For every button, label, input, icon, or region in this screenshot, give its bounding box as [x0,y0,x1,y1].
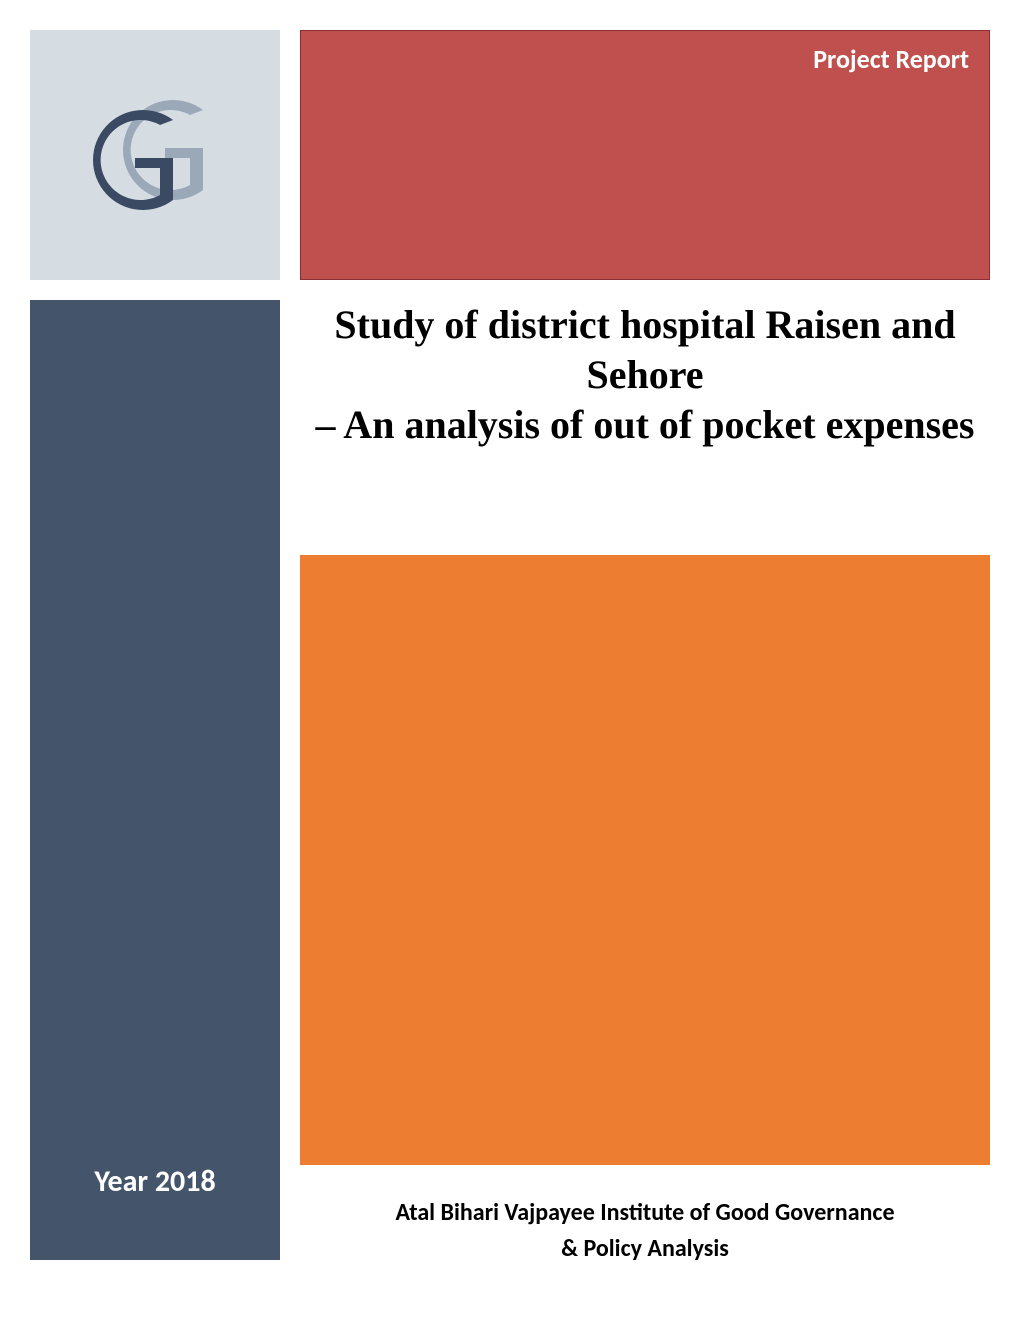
title-line-1: Study of district hospital Raisen and Se… [310,300,980,400]
header-box: Project Report [300,30,990,280]
logo-box [30,30,280,280]
gg-logo-icon [75,100,235,210]
orange-box [300,555,990,1165]
footer-box: Atal Bihari Vajpayee Institute of Good G… [300,1195,990,1267]
sidebar-box: Year 2018 [30,300,280,1260]
project-report-label: Project Report [813,43,969,75]
footer-line-2: & Policy Analysis [300,1231,990,1267]
report-cover-page: Project Report Year 2018 Study of distri… [0,0,1020,1320]
footer-line-1: Atal Bihari Vajpayee Institute of Good G… [300,1195,990,1231]
title-box: Study of district hospital Raisen and Se… [300,300,990,450]
year-label: Year 2018 [94,1163,215,1200]
title-line-2: – An analysis of out of pocket expenses [310,400,980,450]
